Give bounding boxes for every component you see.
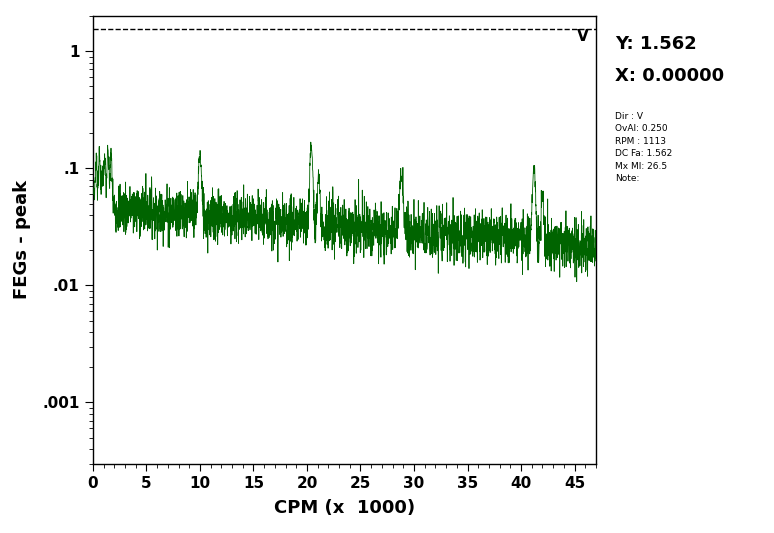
Text: V: V bbox=[577, 29, 588, 44]
Y-axis label: FEGs - peak: FEGs - peak bbox=[13, 180, 31, 300]
Text: Y: 1.562: Y: 1.562 bbox=[615, 35, 697, 53]
Text: Dir : V
OvAl: 0.250
RPM : 1113
DC Fa: 1.562
Mx MI: 26.5
Note:: Dir : V OvAl: 0.250 RPM : 1113 DC Fa: 1.… bbox=[615, 112, 673, 183]
Text: X: 0.00000: X: 0.00000 bbox=[615, 67, 724, 85]
X-axis label: CPM (x  1000): CPM (x 1000) bbox=[274, 499, 415, 517]
